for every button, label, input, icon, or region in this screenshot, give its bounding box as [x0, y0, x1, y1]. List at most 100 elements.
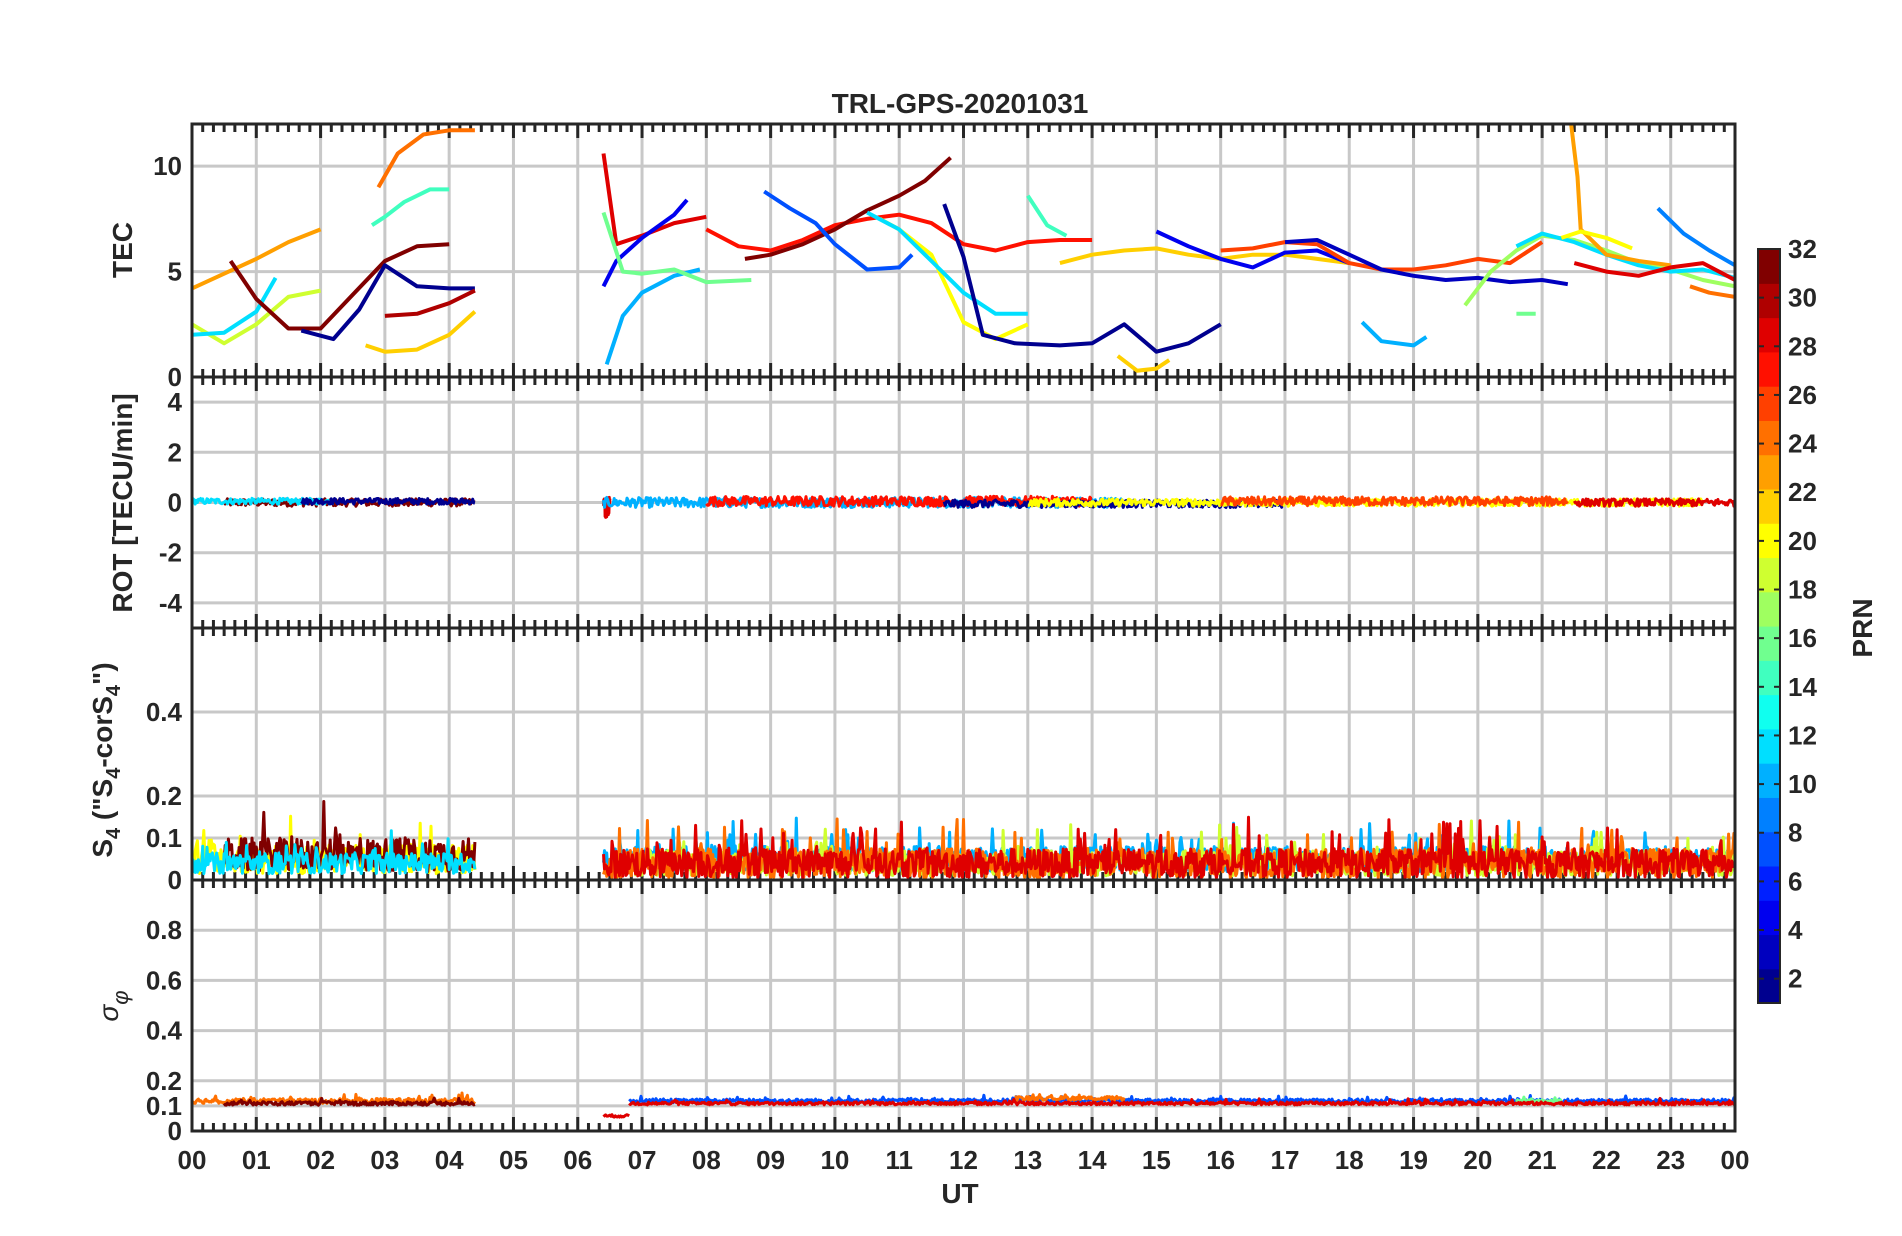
colorbar-swatch [1758, 728, 1780, 764]
y-tick-label: 0 [168, 362, 182, 392]
colorbar-tick-label: 10 [1788, 769, 1817, 799]
y-tick-label: 5 [168, 257, 182, 287]
x-tick-label: 04 [435, 1145, 464, 1175]
colorbar-swatch [1758, 626, 1780, 661]
colorbar-frame [1757, 248, 1781, 1004]
x-tick-label: 07 [628, 1145, 657, 1175]
y-axis-label-rot: ROT [TECU/min] [107, 393, 138, 612]
series-line-prn-4 [601, 198, 689, 288]
series-line-prn-16 [601, 211, 752, 285]
series-group [192, 1091, 1735, 1119]
colorbar-tick-label: 18 [1788, 575, 1817, 605]
y-tick-label: 0 [168, 488, 182, 518]
colorbar-swatch [1758, 763, 1780, 798]
colorbar-tick-label: 14 [1788, 672, 1817, 702]
x-tick-label: 17 [1270, 1145, 1299, 1175]
x-tick-label: 08 [692, 1145, 721, 1175]
x-tick-label: 09 [756, 1145, 785, 1175]
colorbar-tick-label: 28 [1788, 331, 1817, 361]
colorbar-swatch [1758, 351, 1780, 387]
y-tick-label: -4 [159, 588, 183, 618]
y-axis-label-sigma: σφ [93, 990, 133, 1021]
series-line-prn-24 [1689, 284, 1735, 299]
colorbar-swatch [1758, 694, 1780, 730]
series-line-prn-9 [1656, 206, 1735, 268]
colorbar-tick-label: 4 [1788, 915, 1803, 945]
y-tick-label: 0 [168, 1116, 182, 1146]
colorbar-swatch [1758, 386, 1780, 421]
x-axis-label: UT [941, 1178, 978, 1209]
series-line-prn-21 [1116, 354, 1171, 373]
colorbar-swatch [1758, 900, 1780, 936]
series-trace-prn-12 [192, 496, 335, 506]
series-line-prn-15 [1026, 194, 1068, 238]
series-line-prn-2 [942, 203, 1222, 354]
colorbar-tick-label: 6 [1788, 866, 1802, 896]
colorbar-swatch [1758, 591, 1780, 627]
series-line-prn-17 [1463, 233, 1735, 307]
colorbar-swatch [1758, 523, 1780, 559]
colorbar-swatch [1758, 831, 1780, 867]
x-tick-label: 21 [1528, 1145, 1557, 1175]
colorbar-tick-label: 20 [1788, 526, 1817, 556]
series-trace-prn-28 [1573, 497, 1735, 508]
y-tick-label: 0.2 [146, 1066, 182, 1096]
series-trace-prn-31 [222, 1096, 476, 1107]
series-line-prn-31 [228, 242, 450, 331]
series-group [192, 494, 1735, 519]
series-line-prn-23 [1569, 124, 1671, 268]
series-trace-prn-2 [300, 496, 476, 506]
colorbar-tick-label: 26 [1788, 380, 1817, 410]
x-tick-label: 00 [1721, 1145, 1750, 1175]
series-line-prn-10 [1360, 320, 1428, 348]
series-line-prn-22 [364, 310, 477, 354]
series-line-prn-14 [370, 187, 450, 227]
x-tick-label: 10 [820, 1145, 849, 1175]
series-trace-prn-16 [1515, 1095, 1563, 1104]
series-line-prn-22 [1059, 246, 1350, 266]
colorbar-tick-label: 24 [1788, 429, 1817, 459]
series-line-prn-12 [866, 210, 1028, 316]
panel-frame [190, 878, 1737, 1133]
series-line-prn-11 [1515, 231, 1735, 280]
y-tick-label: 4 [168, 387, 183, 417]
x-tick-label: 20 [1463, 1145, 1492, 1175]
series-line-prn-19 [192, 288, 321, 346]
series-line-prn-5 [1155, 229, 1351, 270]
series-line-prn-8 [763, 189, 914, 272]
series-line-prn-23 [192, 227, 322, 291]
x-tick-label: 13 [1013, 1145, 1042, 1175]
colorbar-swatch [1758, 660, 1780, 696]
x-tick-label: 05 [499, 1145, 528, 1175]
series-line-prn-20 [1560, 229, 1633, 251]
figure-title: TRL-GPS-20201031 [832, 88, 1089, 119]
y-tick-label: 0.2 [146, 781, 182, 811]
colorbar-swatch [1758, 454, 1780, 490]
panel-rot: -4 -2 0 2 4 [159, 375, 1737, 630]
y-tick-label: -2 [159, 538, 182, 568]
colorbar-tick-label: 22 [1788, 477, 1817, 507]
colorbar-swatch [1758, 488, 1780, 524]
colorbar-swatch [1758, 249, 1780, 284]
y-tick-label: 10 [153, 151, 182, 181]
colorbar-swatch [1758, 968, 1780, 1004]
colorbar-swatch [1758, 317, 1780, 353]
x-tick-label: 14 [1078, 1145, 1107, 1175]
colorbar-tick-label: 12 [1788, 720, 1817, 750]
series-line-prn-3 [1284, 238, 1569, 287]
colorbar-label: PRN [1847, 598, 1878, 657]
colorbar-swatch [1758, 283, 1780, 319]
y-tick-label: 0.1 [146, 823, 182, 853]
x-tick-label: 03 [370, 1145, 399, 1175]
x-tick-label: 01 [242, 1145, 271, 1175]
colorbar-swatch [1758, 797, 1780, 833]
y-tick-label: 0.4 [146, 1016, 183, 1046]
x-tick-label: 06 [563, 1145, 592, 1175]
x-tick-label: 22 [1592, 1145, 1621, 1175]
y-tick-label: 0 [168, 865, 182, 895]
series-trace-prn-12 [192, 829, 477, 876]
colorbar-tick-label: 2 [1788, 964, 1802, 994]
